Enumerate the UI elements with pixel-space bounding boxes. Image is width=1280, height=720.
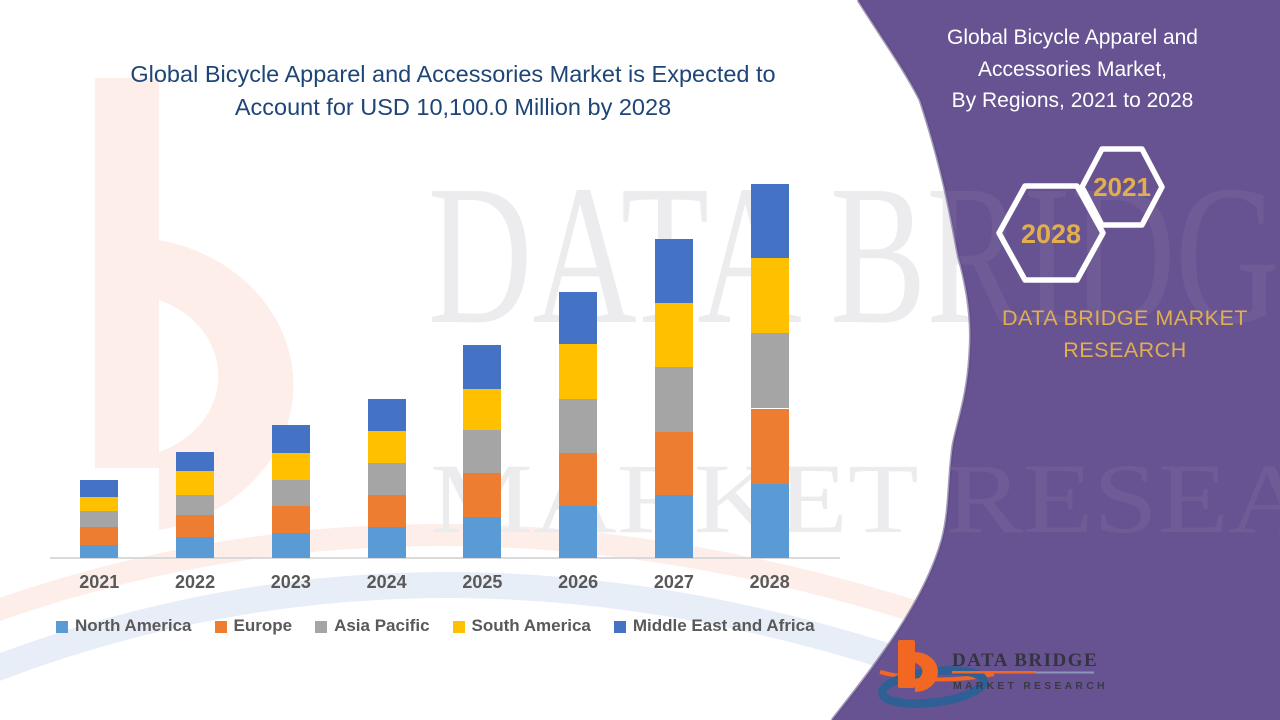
side-title-line-3: By Regions, 2021 to 2028 <box>951 89 1194 112</box>
bar-segment-2026-europe <box>559 452 598 507</box>
chart-legend: North America Europe Asia Pacific South Ame… <box>56 616 815 636</box>
legend-swatch-south-america <box>452 620 465 633</box>
bar-segment-2027-north-america <box>654 495 693 558</box>
hexagon-badges: 2028 2021 <box>996 146 1165 283</box>
bar-segment-2025-europe <box>463 472 502 517</box>
bar-segment-2028-asia-pacific <box>750 333 789 409</box>
bar-segment-2024-asia-pacific <box>367 462 406 495</box>
bar-segment-2022-asia-pacific <box>176 494 215 515</box>
bar-segment-2022-europe <box>176 514 215 537</box>
legend-label: North America <box>75 616 192 635</box>
main-title: Global Bicycle Apparel and Accessories M… <box>130 61 776 120</box>
legend-item-asia-pacific: Asia Pacific <box>315 616 430 636</box>
bar-segment-2025-north-america <box>463 516 502 558</box>
hexagon-2021 <box>1079 146 1165 228</box>
bar-segment-2021-middle-east-and-africa <box>80 479 119 497</box>
bar-segment-2028-middle-east-and-africa <box>750 184 789 259</box>
bar-segment-2027-middle-east-and-africa <box>654 238 693 303</box>
bar-segment-2026-asia-pacific <box>559 398 598 453</box>
legend-label: Middle East and Africa <box>632 616 815 635</box>
logo-name-text: DATA BRIDGE <box>952 650 1098 671</box>
hexagon-2028 <box>996 183 1106 283</box>
bar-segment-2023-asia-pacific <box>271 479 310 507</box>
x-axis-label-2022: 2022 <box>175 572 216 592</box>
purple-panel-edge <box>830 0 972 720</box>
hexagon-2021-label: 2021 <box>1093 172 1151 202</box>
bar-segment-2026-south-america <box>559 344 598 399</box>
x-axis-label-2025: 2025 <box>462 572 503 592</box>
x-axis-label-2027: 2027 <box>653 572 694 592</box>
bar-segment-2023-south-america <box>271 452 310 480</box>
company-logo: DATA BRIDGE MARKET RESEARCH <box>878 640 1108 708</box>
bar-segment-2025-middle-east-and-africa <box>463 344 502 389</box>
legend-label: Asia Pacific <box>334 616 430 635</box>
bar-segment-2022-north-america <box>176 536 215 558</box>
logo-b-stem <box>898 640 915 688</box>
bar-segment-2023-north-america <box>271 532 310 558</box>
side-panel-title: Global Bicycle Apparel and Accessories M… <box>880 22 1265 117</box>
x-axis-label-2026: 2026 <box>558 572 599 592</box>
bar-segment-2021-asia-pacific <box>80 511 119 527</box>
legend-label: South America <box>471 616 591 635</box>
bar-segment-2021-north-america <box>80 544 119 558</box>
x-axis-label-2024: 2024 <box>366 572 407 592</box>
x-axis-label-2023: 2023 <box>270 572 311 592</box>
bar-segment-2024-north-america <box>367 527 406 558</box>
legend-swatch-europe <box>214 620 227 633</box>
brand-text: DATA BRIDGE MARKET RESEARCH <box>955 302 1280 366</box>
hexagon-2028-label: 2028 <box>1021 219 1081 249</box>
bar-segment-2024-south-america <box>367 430 406 463</box>
brand-text-line-1: DATA BRIDGE MARKET <box>1002 306 1248 330</box>
side-title-line-1: Global Bicycle Apparel and <box>947 26 1198 49</box>
bar-segment-2025-asia-pacific <box>463 430 502 473</box>
bar-segment-2023-europe <box>271 506 310 533</box>
logo-underline-orange <box>952 671 1036 674</box>
legend-item-europe: Europe <box>214 616 293 636</box>
bar-segment-2027-south-america <box>654 302 693 368</box>
bar-segment-2028-north-america <box>750 483 789 558</box>
x-axis-label-2028: 2028 <box>749 572 790 592</box>
bar-segment-2025-south-america <box>463 388 502 431</box>
logo-underline-blue <box>1036 671 1094 674</box>
bar-segment-2023-middle-east-and-africa <box>271 425 310 453</box>
logo-b-bowl <box>915 652 938 692</box>
bar-segment-2027-asia-pacific <box>654 367 693 433</box>
legend-item-north-america: North America <box>56 616 192 636</box>
legend-label: Europe <box>233 616 293 635</box>
bar-segment-2024-europe <box>367 494 406 528</box>
legend-swatch-middle-east-and-africa <box>613 620 626 633</box>
bar-segment-2026-middle-east-and-africa <box>559 291 598 345</box>
bar-segment-2026-north-america <box>559 506 598 558</box>
brand-text-line-2: RESEARCH <box>1063 338 1187 362</box>
x-axis-line <box>50 557 840 559</box>
legend-item-south-america: South America <box>452 616 591 636</box>
x-axis-label-2021: 2021 <box>79 572 120 592</box>
bar-segment-2021-south-america <box>80 496 119 512</box>
bar-segment-2028-europe <box>750 408 789 484</box>
legend-item-middle-east-and-africa: Middle East and Africa <box>613 616 815 636</box>
legend-swatch-asia-pacific <box>315 620 328 633</box>
bar-segment-2022-south-america <box>176 471 215 495</box>
bar-segment-2024-middle-east-and-africa <box>367 398 406 431</box>
logo-sub-text: MARKET RESEARCH <box>953 680 1108 692</box>
bar-segment-2022-middle-east-and-africa <box>176 451 215 472</box>
side-title-line-2: Accessories Market, <box>977 57 1168 81</box>
bar-segment-2027-europe <box>654 432 693 496</box>
bar-segment-2028-south-america <box>750 258 789 334</box>
legend-swatch-north-america <box>56 620 68 633</box>
bar-segment-2021-europe <box>80 526 119 545</box>
